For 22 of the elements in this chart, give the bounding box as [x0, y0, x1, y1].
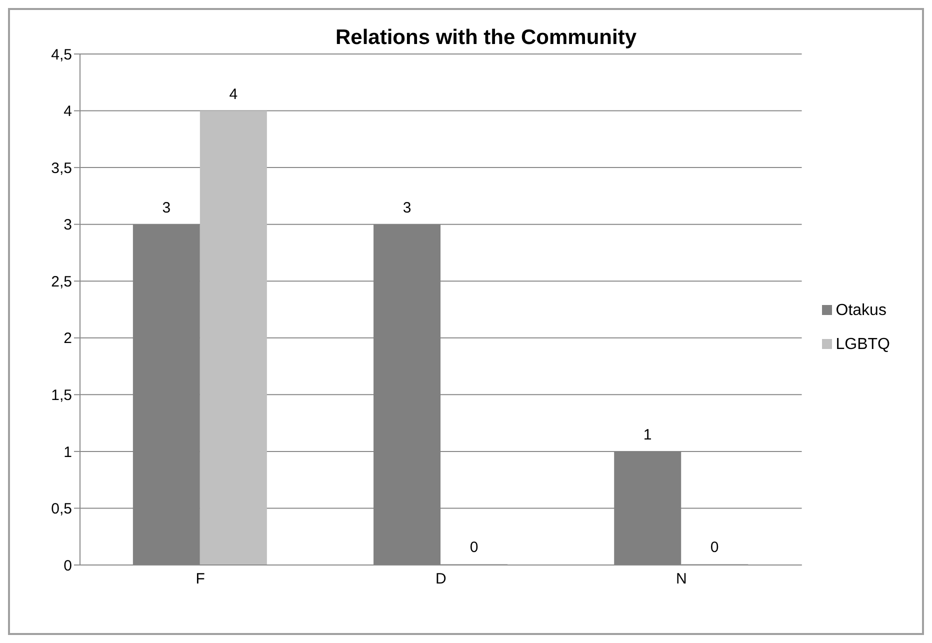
y-tick-label: 3,5 — [51, 160, 72, 177]
y-tick-label: 4 — [64, 103, 72, 120]
y-tick-label: 1 — [64, 444, 72, 461]
data-label: 3 — [402, 199, 412, 216]
legend-label: LGBTQ — [836, 336, 890, 352]
x-tick-label: N — [676, 570, 687, 588]
data-label: 4 — [229, 86, 238, 103]
y-tick-label: 3 — [64, 216, 72, 234]
legend-label: Otakus — [836, 302, 886, 318]
data-label: 3 — [162, 199, 171, 216]
y-tick-label: 4,5 — [51, 46, 72, 64]
y-tick-label: 0 — [64, 557, 72, 574]
y-tick-label: 2,5 — [51, 273, 72, 290]
data-label: 0 — [470, 539, 478, 556]
data-label: 0 — [710, 539, 719, 556]
x-tick-label: D — [435, 570, 446, 588]
y-tick-label: 2 — [64, 330, 72, 348]
y-tick-label: 1,5 — [51, 386, 72, 404]
x-tick-label: F — [196, 570, 205, 588]
data-label: 1 — [643, 426, 652, 444]
y-tick-label: 0,5 — [51, 500, 72, 518]
chart-title: Relations with the Community — [334, 25, 638, 49]
